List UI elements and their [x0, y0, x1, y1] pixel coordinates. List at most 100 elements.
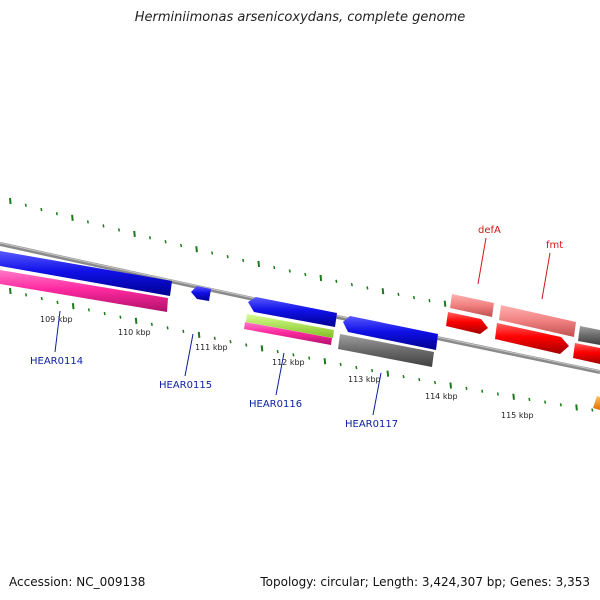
inner-tick-minor — [87, 308, 90, 312]
leader-line-hear0117 — [372, 372, 382, 416]
outer-tick-major — [195, 246, 198, 253]
gene-label-hear0114[interactable]: HEAR0114 — [30, 356, 83, 367]
inner-tick-major — [134, 317, 138, 324]
outer-tick-minor — [397, 292, 400, 297]
outer-tick-minor — [288, 269, 291, 273]
leader-line-hear0116 — [275, 352, 285, 396]
inner-tick-major — [323, 358, 327, 365]
inner-tick-major — [71, 303, 75, 310]
feature-hear0114-gene[interactable] — [0, 270, 168, 312]
inner-tick-minor — [371, 368, 374, 373]
inner-tick-major — [575, 404, 578, 411]
feature-defa-cds[interactable] — [446, 312, 488, 334]
outer-tick-minor — [350, 282, 353, 287]
feature-track[interactable] — [0, 251, 600, 410]
outer-tick-major — [319, 274, 323, 282]
inner-tick-minor — [24, 293, 28, 297]
outer-tick-minor — [117, 228, 121, 232]
outer-tick-minor — [164, 240, 167, 244]
inner-tick-minor — [433, 380, 437, 385]
inner-tick-minor — [103, 311, 106, 316]
feature-fmt-cds[interactable] — [495, 323, 569, 354]
feature-next-gene[interactable] — [578, 326, 600, 345]
feature-hear0116-gene[interactable] — [244, 322, 332, 345]
outer-tick-major — [257, 260, 261, 268]
genome-summary-text: Topology: circular; Length: 3,424,307 bp… — [260, 575, 590, 589]
outer-tick-minor — [149, 236, 152, 240]
feature-next-cds[interactable] — [573, 343, 600, 364]
leader-line-hear0114 — [54, 310, 61, 353]
inner-tick-minor — [591, 408, 594, 412]
feature-hear0117-gene[interactable] — [338, 334, 434, 367]
gene-label-hear0117[interactable]: HEAR0117 — [345, 419, 398, 430]
inner-tick-major — [512, 393, 515, 400]
tick-label: 110 kbp — [118, 328, 151, 337]
inner-tick-major — [197, 331, 201, 338]
outer-tick-major — [9, 197, 12, 205]
outer-tick-minor — [242, 258, 245, 263]
inner-tick-minor — [213, 336, 216, 340]
outer-tick-minor — [428, 299, 431, 303]
outer-tick-minor — [304, 272, 307, 277]
feature-hear0116-cds[interactable] — [248, 297, 337, 327]
gene-label-defa[interactable]: defA — [478, 225, 501, 236]
feature-defa-gene[interactable] — [450, 294, 494, 317]
inner-tick-minor — [481, 389, 484, 393]
outer-tick-minor — [335, 279, 338, 283]
outer-tick-minor — [102, 224, 105, 228]
feature-fmt-gene[interactable] — [499, 305, 576, 337]
tick-label: 113 kbp — [348, 375, 381, 384]
gene-label-hear0116[interactable]: HEAR0116 — [249, 399, 302, 410]
inner-tick-minor — [150, 322, 153, 327]
outer-tick-major — [133, 230, 136, 237]
inner-tick-minor — [40, 297, 43, 301]
inner-tick-minor — [355, 365, 358, 370]
inner-tick-minor — [559, 403, 562, 407]
feature-hear0116-rna[interactable] — [246, 314, 334, 338]
inner-tick-minor — [56, 300, 59, 305]
tick-label: 115 kbp — [501, 411, 534, 420]
inner-tick-minor — [528, 397, 531, 402]
outer-tick-minor — [180, 243, 183, 248]
inner-tick-minor — [276, 349, 279, 354]
outer-tick-minor — [226, 255, 229, 259]
gene-label-hear0115[interactable]: HEAR0115 — [159, 380, 212, 391]
inner-tick-minor — [119, 315, 122, 319]
outer-tick-major — [381, 288, 385, 295]
inner-tick-minor — [229, 340, 232, 344]
accession-text: Accession: NC_009138 — [9, 575, 146, 589]
inner-tick-minor — [308, 356, 311, 360]
inner-tick-minor — [465, 386, 468, 390]
tick-label: 114 kbp — [425, 392, 458, 401]
outer-tick-major — [443, 300, 447, 307]
gene-labels: HEAR0114 HEAR0115 HEAR0116 HEAR0117 defA… — [30, 225, 563, 430]
tick-label: 112 kbp — [272, 358, 305, 367]
inner-tick-minor — [292, 353, 295, 357]
leader-line-defa — [477, 237, 487, 285]
inner-tick-major — [260, 345, 264, 352]
map-title: Herminiimonas arsenicoxydans, complete g… — [134, 10, 466, 25]
feature-hear0117-cds[interactable] — [343, 316, 438, 350]
outer-tick-minor — [273, 265, 276, 270]
inner-tick-minor — [182, 329, 185, 334]
leader-line-hear0115 — [184, 333, 194, 377]
inner-tick-major — [9, 287, 12, 295]
inner-tick-minor — [339, 362, 342, 367]
inner-tick-minor — [496, 392, 499, 396]
feature-hear0114-cds[interactable] — [0, 251, 172, 296]
feature-hear0115-cds[interactable] — [191, 286, 211, 301]
gene-label-fmt[interactable]: fmt — [546, 240, 563, 251]
outer-tick-minor — [412, 295, 416, 300]
inner-tick-major — [449, 382, 453, 389]
outer-tick-minor — [40, 207, 43, 212]
tick-label: 109 kbp — [40, 315, 73, 324]
inner-tick-minor — [245, 343, 248, 347]
outer-tick-minor — [211, 251, 214, 255]
outer-tick-minor — [55, 212, 58, 216]
inner-tick-major — [386, 370, 390, 377]
inner-tick-minor — [402, 375, 405, 379]
feature-orange-partial[interactable] — [593, 396, 600, 410]
tick-label: 111 kbp — [195, 343, 228, 352]
outer-tick-minor — [86, 220, 89, 224]
